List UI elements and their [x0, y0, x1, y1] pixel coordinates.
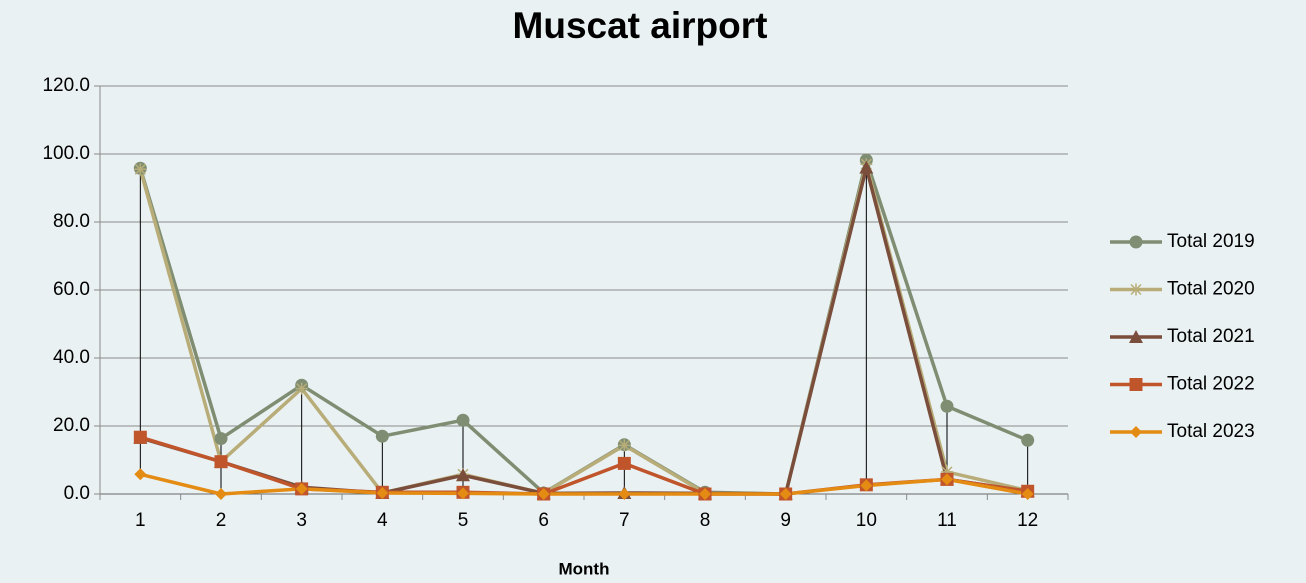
legend-marker	[1129, 330, 1143, 343]
marker	[214, 455, 228, 469]
legend-marker	[1129, 235, 1143, 249]
marker	[618, 488, 631, 500]
y-tick-label: 80.0	[53, 211, 90, 232]
legend-marker	[1130, 426, 1142, 438]
marker	[295, 482, 308, 495]
x-tick-label: 3	[296, 510, 307, 531]
x-tick-label: 4	[377, 510, 388, 531]
legend-label: Total 2019	[1167, 231, 1255, 252]
legend-label: Total 2022	[1167, 374, 1255, 395]
x-axis-label: Month	[559, 559, 610, 578]
marker	[537, 488, 550, 500]
series-line	[139, 472, 1028, 496]
y-tick-label: 20.0	[53, 415, 90, 436]
x-tick-label: 2	[216, 510, 227, 531]
marker	[940, 399, 954, 413]
x-tick-label: 5	[458, 510, 469, 531]
marker	[617, 456, 631, 470]
x-tick-label: 6	[538, 510, 549, 531]
marker	[699, 488, 711, 500]
marker	[860, 479, 873, 492]
x-tick-label: 9	[780, 510, 791, 531]
marker	[779, 488, 792, 500]
y-tick-label: 100.0	[42, 143, 90, 164]
y-tick-label: 0.0	[64, 483, 90, 504]
x-tick-label: 10	[856, 510, 877, 531]
legend-label: Total 2023	[1167, 421, 1255, 442]
y-tick-label: 40.0	[53, 347, 90, 368]
marker	[215, 488, 227, 500]
marker	[941, 465, 953, 478]
x-tick-label: 11	[937, 510, 957, 531]
marker	[618, 439, 631, 452]
marker	[1021, 433, 1035, 447]
marker	[295, 382, 308, 395]
x-tick-label: 12	[1017, 510, 1038, 531]
x-tick-label: 8	[700, 510, 711, 531]
marker	[133, 430, 147, 444]
legend-marker	[1129, 378, 1143, 391]
y-tick-label: 60.0	[53, 279, 90, 300]
marker	[457, 487, 469, 500]
marker	[134, 163, 147, 176]
marker	[456, 468, 470, 482]
marker	[376, 486, 389, 499]
marker	[134, 468, 147, 481]
x-tick-label: 1	[135, 510, 146, 531]
chart-title: Muscat airport	[513, 5, 768, 46]
legend-label: Total 2020	[1167, 279, 1255, 300]
marker	[456, 413, 470, 427]
legend-label: Total 2021	[1167, 326, 1255, 347]
legend-marker	[1130, 283, 1142, 296]
marker	[859, 160, 874, 174]
marker	[214, 432, 228, 446]
marker	[375, 429, 389, 443]
marker	[941, 473, 953, 486]
x-tick-label: 7	[619, 510, 630, 531]
y-tick-label: 120.0	[42, 75, 90, 96]
marker	[1021, 488, 1034, 500]
